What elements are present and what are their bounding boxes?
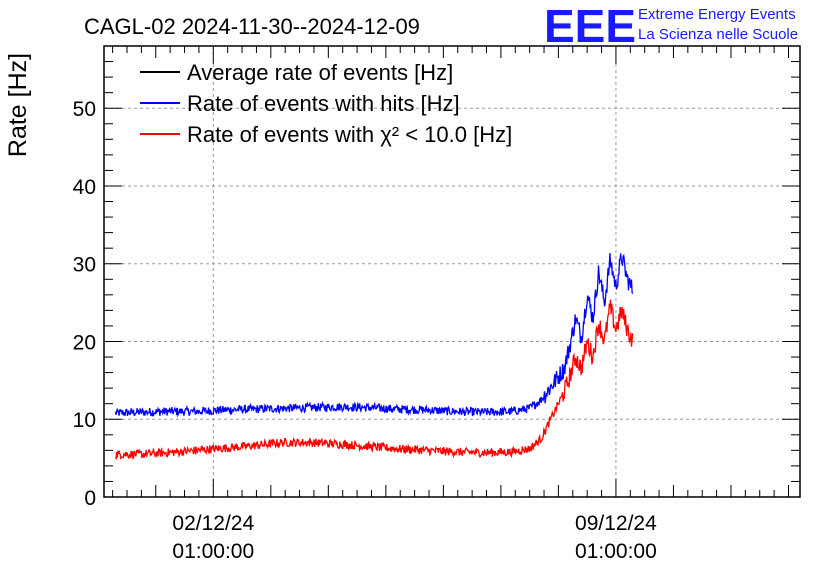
legend-label-1: Rate of events with hits [Hz] [187, 91, 460, 116]
y-tick-label: 10 [73, 409, 96, 432]
y-axis-label: Rate [Hz] [4, 53, 32, 157]
legend-label-2: Rate of events with χ² < 10.0 [Hz] [187, 122, 512, 147]
legend-label-0: Average rate of events [Hz] [187, 60, 453, 85]
legend: Average rate of events [Hz] Rate of event… [140, 60, 512, 147]
series-line-1 [114, 252, 634, 418]
eee-logo-line2: La Scienza nelle Scuole [638, 26, 798, 43]
y-tick-label: 30 [73, 254, 96, 277]
eee-logo: EEE Extreme Energy Events La Scienza nel… [544, 0, 798, 52]
x-tick-label: 09/12/24 [575, 512, 657, 535]
plot-frame [103, 45, 801, 498]
x-tick-label: 01:00:00 [575, 540, 657, 563]
series-layer [114, 252, 634, 461]
x-tick-label: 02/12/24 [172, 512, 254, 535]
eee-logo-mark: EEE [544, 0, 636, 52]
grid [104, 46, 800, 497]
axes: 0 10 20 30 40 50 02/12/24 01:00:00 09/12/24 01:00… [73, 45, 801, 563]
y-tick-label: 20 [73, 331, 96, 354]
x-tick-label: 01:00:00 [172, 540, 254, 563]
y-tick-label: 50 [73, 98, 96, 121]
eee-logo-line1: Extreme Energy Events [638, 6, 796, 23]
y-tick-label: 0 [84, 487, 96, 510]
y-tick-label: 40 [73, 176, 96, 199]
series-line-2 [114, 299, 634, 461]
chart-title: CAGL-02 2024-11-30--2024-12-09 [84, 14, 420, 39]
